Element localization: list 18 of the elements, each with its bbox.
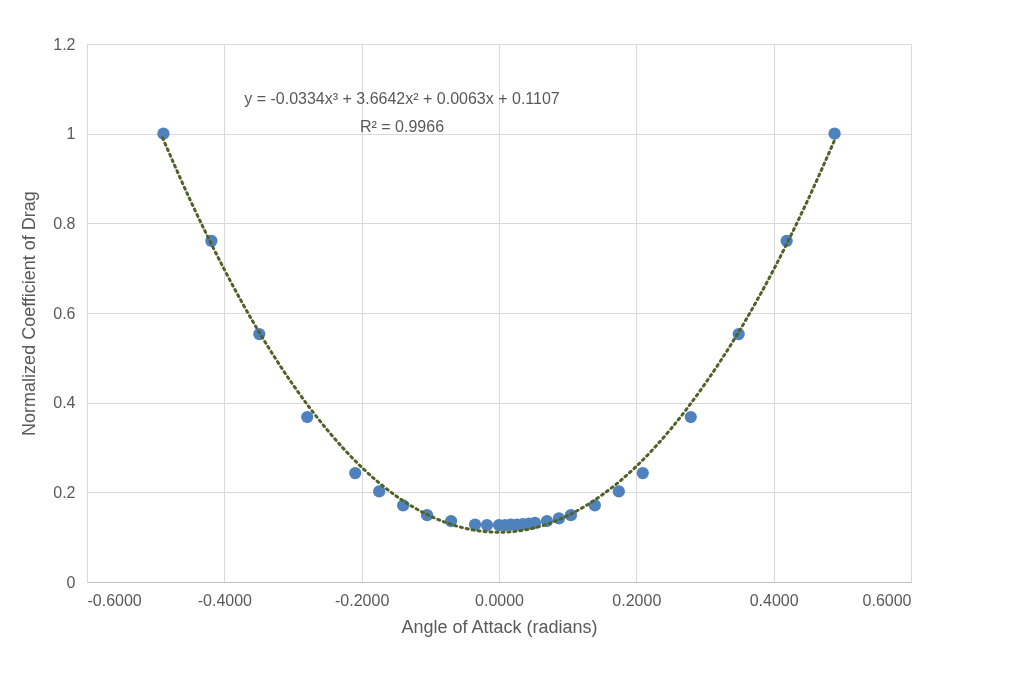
x-tick-label: -0.2000 [335,591,390,609]
y-axis-title: Normalized Coefficient of Drag [19,191,40,436]
y-tick-label: 1.2 [53,35,76,53]
y-tick-label: 0 [66,573,76,591]
x-tick-label: 0.6000 [862,591,912,609]
y-tick-label: 0.8 [53,214,76,232]
y-tick-label: 0.2 [53,483,76,501]
x-tick-label: 0.4000 [749,591,799,609]
x-tick-label: 0.0000 [475,591,525,609]
y-tick-label: 0.4 [53,394,76,412]
x-axis-title: Angle of Attack (radians) [401,616,598,637]
x-tick-label: 0.2000 [612,591,662,609]
y-tick-label: 0.6 [53,304,76,322]
x-tick-label: -0.4000 [197,591,253,609]
annotation: R² = 0.9966 [359,118,445,135]
annotation: y = -0.0334x³ + 3.6642x² + 0.0063x + 0.1107 [244,90,560,107]
y-tick-label: 1 [66,125,76,143]
x-tick-label: -0.6000 [87,591,142,609]
